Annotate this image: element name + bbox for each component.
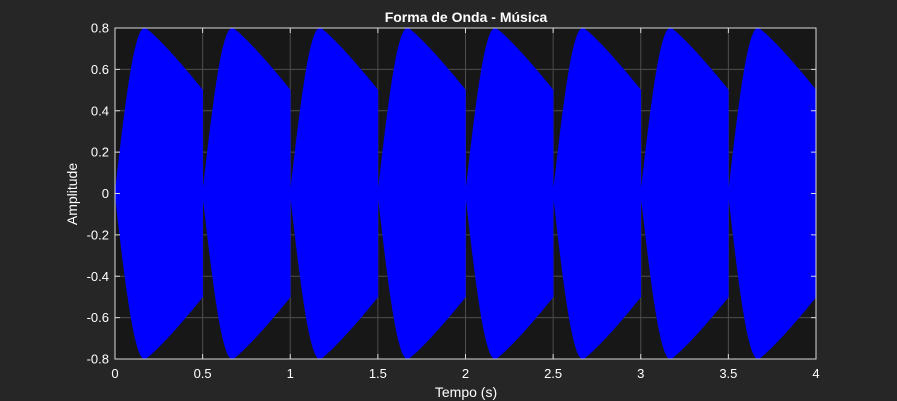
y-tick-label: -0.4	[87, 269, 109, 284]
x-tick-label: 0	[111, 366, 118, 381]
y-tick-label: 0.4	[91, 103, 109, 118]
y-tick-label: 0	[102, 186, 109, 201]
chart-title: Forma de Onda - Música	[385, 9, 548, 25]
x-axis-label: Tempo (s)	[435, 384, 497, 400]
y-axis-label: Amplitude	[64, 163, 80, 225]
x-tick-label: 1	[287, 366, 294, 381]
y-tick-label: -0.6	[87, 310, 109, 325]
y-tick-label: -0.8	[87, 352, 109, 367]
y-tick-label: 0.2	[91, 145, 109, 160]
x-tick-label: 4	[812, 366, 819, 381]
x-tick-label: 1.5	[369, 366, 387, 381]
y-tick-label: -0.2	[87, 227, 109, 242]
y-tick-label: 0.8	[91, 21, 109, 36]
y-tick-label: 0.6	[91, 62, 109, 77]
x-axis: 0 0.5 1 1.5 2 2.5 3 3.5 4	[111, 28, 820, 381]
x-tick-label: 3	[637, 366, 644, 381]
x-tick-label: 3.5	[719, 366, 737, 381]
x-tick-label: 0.5	[194, 366, 212, 381]
x-tick-label: 2	[462, 366, 469, 381]
y-axis: 0.8 0.6 0.4 0.2 0 -0.2 -0.4 -0.6 -0.8	[87, 21, 816, 367]
x-tick-label: 2.5	[544, 366, 562, 381]
